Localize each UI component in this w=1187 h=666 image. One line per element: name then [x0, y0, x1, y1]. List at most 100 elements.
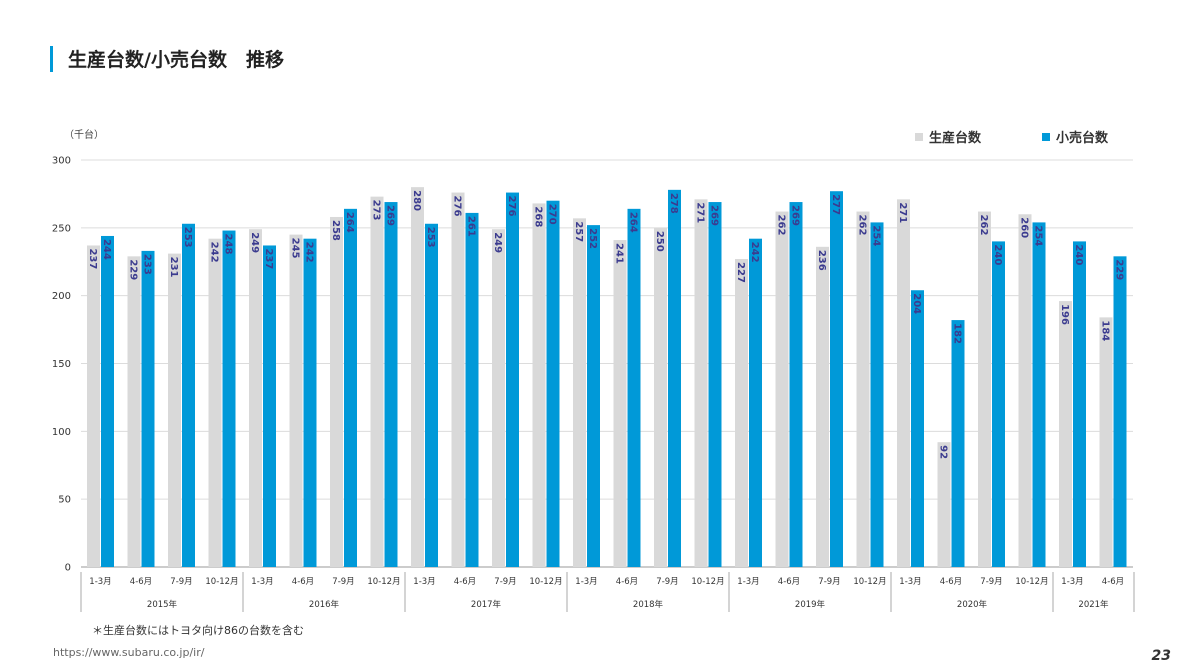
bar-retail	[141, 250, 155, 567]
value-label-production: 196	[1059, 304, 1070, 325]
value-label-production: 227	[735, 262, 746, 283]
value-label-production: 271	[897, 202, 908, 223]
value-label-production: 229	[128, 259, 139, 280]
legend-retail-label: 小売台数	[1056, 130, 1109, 146]
x-category-label: 7-9月	[818, 577, 840, 587]
bar-production	[289, 234, 303, 567]
bar-production	[856, 211, 870, 567]
value-label-retail: 254	[1033, 225, 1044, 246]
bar-production	[168, 253, 181, 568]
value-label-retail: 278	[668, 193, 679, 214]
bar-production	[1018, 214, 1032, 567]
x-year-label: 2015年	[147, 599, 178, 610]
value-label-retail: 204	[911, 293, 922, 314]
legend-retail-swatch	[1042, 133, 1050, 141]
x-year-label: 2016年	[309, 599, 340, 610]
value-label-retail: 261	[466, 216, 477, 237]
bar-production	[208, 238, 222, 568]
bar-production	[654, 227, 667, 568]
x-category-label: 7-9月	[980, 577, 1002, 587]
bar-retail	[465, 212, 479, 567]
value-label-retail: 269	[385, 205, 396, 226]
value-label-retail: 270	[547, 204, 558, 225]
bar-production	[978, 211, 991, 567]
y-tick-label: 150	[52, 359, 71, 370]
value-label-retail: 242	[304, 242, 315, 263]
bar-production	[937, 442, 951, 567]
x-category-label: 10-12月	[529, 577, 562, 587]
bar-production	[249, 229, 262, 567]
value-label-production: 249	[492, 232, 503, 253]
value-label-production: 231	[168, 257, 179, 278]
value-label-retail: 277	[830, 194, 841, 215]
x-category-label: 1-3月	[575, 577, 597, 587]
value-label-retail: 237	[263, 248, 274, 269]
value-label-retail: 276	[506, 196, 517, 217]
x-category-label: 4-6月	[130, 577, 152, 587]
x-year-label: 2017年	[471, 599, 502, 610]
x-category-label: 7-9月	[332, 577, 354, 587]
bar-production	[735, 259, 748, 567]
y-tick-label: 100	[52, 427, 71, 438]
value-label-production: 262	[857, 215, 868, 236]
source-url[interactable]: https://www.subaru.co.jp/ir/	[53, 646, 205, 659]
x-category-label: 1-3月	[89, 577, 111, 587]
value-label-production: 245	[290, 238, 301, 259]
x-category-label: 7-9月	[494, 577, 516, 587]
x-category-label: 1-3月	[413, 577, 435, 587]
x-year-label: 2021年	[1078, 599, 1109, 610]
value-label-retail: 264	[628, 212, 639, 233]
y-tick-label: 250	[52, 223, 71, 234]
bar-retail	[506, 192, 519, 567]
bar-production	[694, 199, 708, 568]
bar-production	[370, 196, 384, 567]
value-label-production: 257	[573, 221, 584, 242]
x-category-label: 1-3月	[737, 577, 759, 587]
bar-retail	[344, 208, 357, 567]
x-category-label: 7-9月	[170, 577, 192, 587]
value-label-retail: 248	[223, 234, 234, 255]
bar-retail	[1073, 241, 1086, 567]
title-accent-bar	[50, 46, 53, 72]
x-year-label: 2020年	[957, 599, 988, 610]
x-category-label: 10-12月	[205, 577, 238, 587]
value-label-retail: 253	[425, 227, 436, 248]
x-category-label: 4-6月	[454, 577, 476, 587]
value-label-production: 262	[978, 215, 989, 236]
bar-retail	[303, 238, 317, 568]
bar-retail	[668, 189, 681, 567]
bar-retail	[1113, 256, 1127, 567]
x-category-label: 4-6月	[616, 577, 638, 587]
bar-retail	[951, 320, 965, 567]
value-label-production: 271	[695, 202, 706, 223]
bar-retail	[425, 223, 438, 567]
x-category-label: 10-12月	[367, 577, 400, 587]
bar-retail	[384, 202, 398, 567]
value-label-retail: 253	[182, 227, 193, 248]
bar-production	[613, 240, 627, 567]
value-label-production: 250	[654, 231, 665, 252]
bar-production	[816, 246, 829, 567]
bar-retail	[992, 241, 1005, 567]
y-tick-label: 0	[65, 563, 71, 574]
bar-retail	[222, 230, 236, 567]
bar-production	[897, 199, 910, 568]
x-year-label: 2019年	[795, 599, 826, 610]
value-label-retail: 269	[709, 205, 720, 226]
bar-production	[532, 203, 546, 567]
x-category-label: 4-6月	[778, 577, 800, 587]
value-label-production: 237	[87, 248, 98, 269]
x-category-label: 1-3月	[1061, 577, 1083, 587]
y-tick-label: 200	[52, 291, 71, 302]
value-label-retail: 269	[790, 205, 801, 226]
value-label-production: 268	[533, 206, 544, 227]
value-label-retail: 264	[344, 212, 355, 233]
y-tick-label: 300	[52, 156, 71, 167]
bar-production	[775, 211, 789, 567]
x-category-label: 4-6月	[1102, 577, 1124, 587]
x-category-label: 10-12月	[691, 577, 724, 587]
legend-production-label: 生産台数	[929, 130, 982, 146]
page-title: 生産台数/小売台数 推移	[68, 49, 284, 71]
bar-retail	[911, 290, 924, 567]
